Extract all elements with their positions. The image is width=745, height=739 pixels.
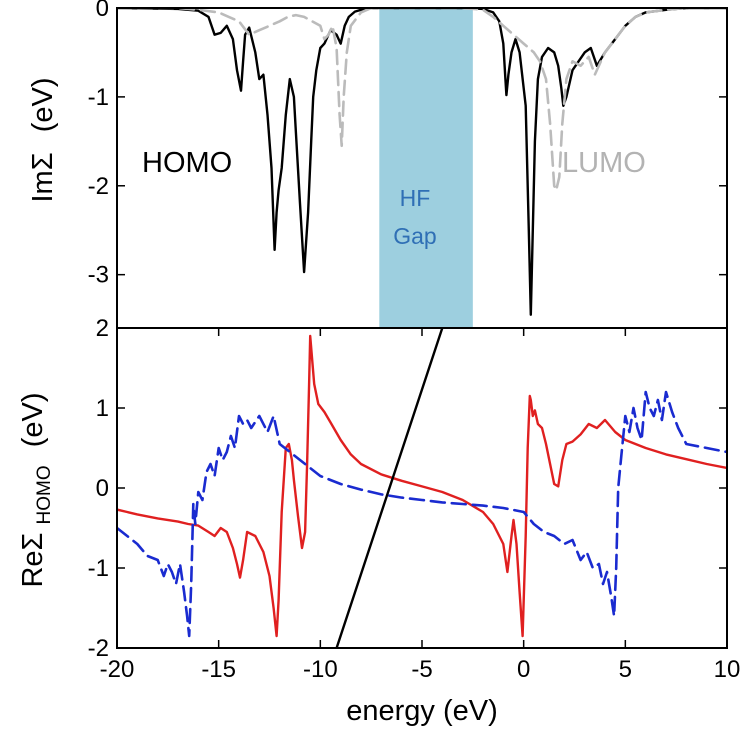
top-y-tick-label-0: 0 <box>96 0 109 22</box>
x-tick-label-3: -5 <box>411 656 432 683</box>
top-ylabel-main: ImΣ <box>27 152 59 202</box>
top-series-1 <box>117 8 727 192</box>
bottom-y-tick-label-0: 2 <box>96 315 109 342</box>
bottom-y-tick-label-1: 1 <box>96 395 109 422</box>
lumo-label: LUMO <box>562 147 646 179</box>
bottom-ylabel-sub: HOMO <box>34 465 55 524</box>
top-ylabel: ImΣ (eV) <box>27 77 59 202</box>
bottom-series-0 <box>117 334 727 638</box>
top-ylabel-unit: (eV) <box>27 77 59 132</box>
bottom-y-tick-label-2: 0 <box>96 475 109 502</box>
x-tick-label-6: 10 <box>714 656 741 683</box>
x-tick-label-0: -20 <box>100 656 135 683</box>
bottom-y-tick-label-4: -2 <box>88 635 109 662</box>
top-panel-series <box>117 8 727 316</box>
gap-label-gap: Gap <box>393 223 436 249</box>
bottom-ylabel-main: ReΣ <box>17 533 49 588</box>
x-tick-label-2: -10 <box>303 656 338 683</box>
gap-label-hf: HF <box>400 185 431 211</box>
homo-label: HOMO <box>142 147 232 179</box>
bottom-ylabel-unit: (eV) <box>17 392 49 447</box>
bottom-series-1 <box>117 390 727 638</box>
bottom-ylabel: ReΣ HOMO (eV) <box>17 392 57 587</box>
bottom-y-tick-label-3: -1 <box>88 555 109 582</box>
x-axis-label: energy (eV) <box>346 695 498 727</box>
top-y-tick-label-1: -1 <box>88 84 109 111</box>
x-tick-label-4: 0 <box>517 656 530 683</box>
hf-gap-band <box>379 8 473 328</box>
x-tick-label-1: -15 <box>201 656 236 683</box>
bottom-series-2 <box>335 328 444 648</box>
top-y-tick-label-2: -2 <box>88 173 109 200</box>
x-tick-label-5: 5 <box>619 656 632 683</box>
bottom-panel-frame <box>116 327 728 649</box>
top-y-tick-label-3: -3 <box>88 262 109 289</box>
bottom-panel-series <box>117 328 727 648</box>
